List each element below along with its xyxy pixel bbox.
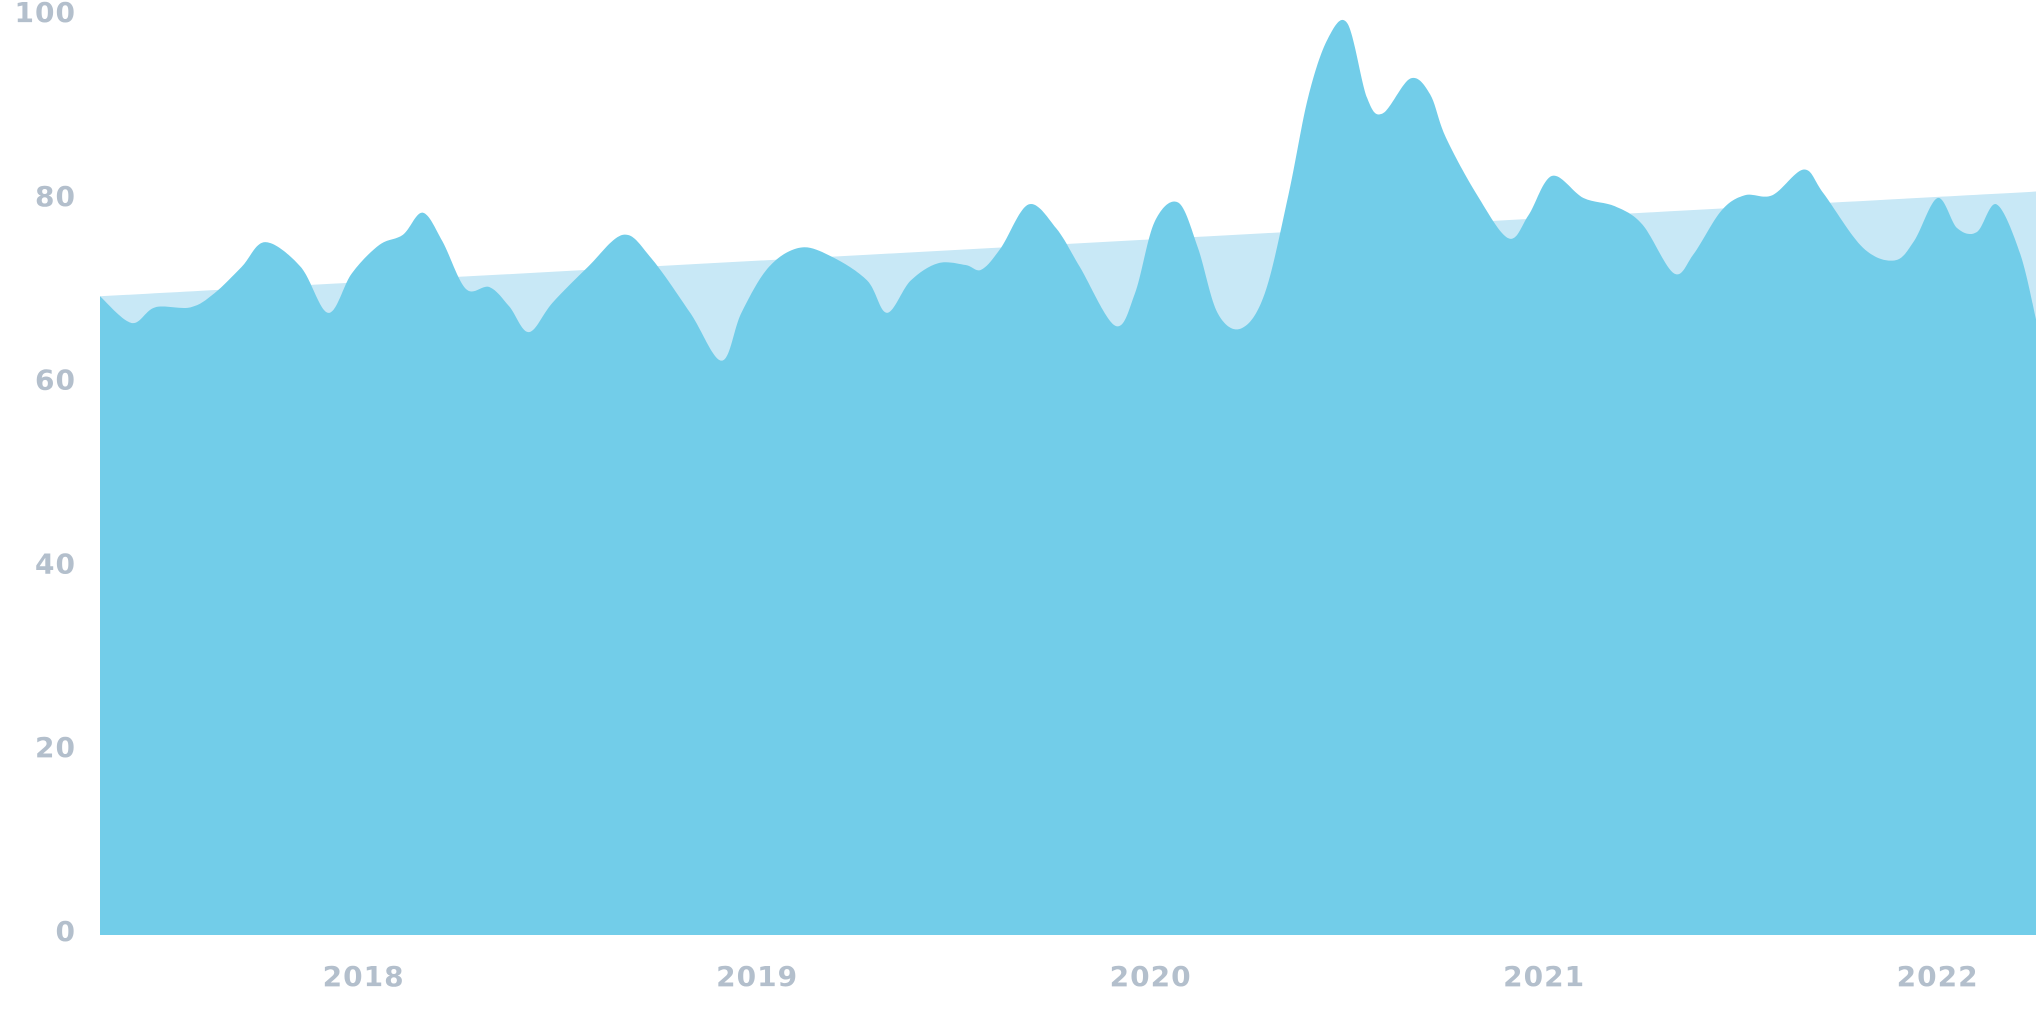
y-tick-label: 100 — [15, 0, 76, 29]
x-tick-label: 2020 — [1110, 960, 1192, 993]
y-tick-label: 40 — [35, 547, 76, 580]
x-tick-label: 2018 — [323, 960, 405, 993]
area — [100, 19, 2036, 936]
y-tick-label: 80 — [35, 180, 76, 213]
x-tick-label: 2022 — [1897, 960, 1979, 993]
y-tick-label: 0 — [56, 915, 76, 948]
x-tick-label: 2019 — [716, 960, 798, 993]
y-tick-label: 20 — [35, 731, 76, 764]
y-tick-label: 60 — [35, 364, 76, 397]
x-tick-label: 2021 — [1503, 960, 1585, 993]
